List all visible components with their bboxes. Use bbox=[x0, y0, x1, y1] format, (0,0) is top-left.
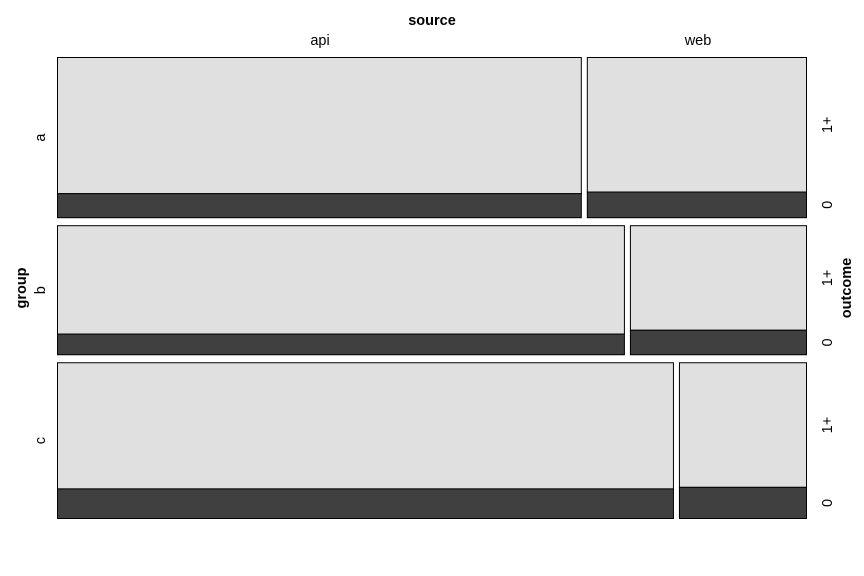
row-label-c: c bbox=[33, 437, 49, 444]
tile-a-web-outcome-0 bbox=[586, 191, 807, 219]
tile-c-api-outcome-1plus bbox=[57, 362, 674, 490]
tile-a-api-outcome-1plus bbox=[57, 57, 582, 195]
tile-b-web-outcome-0 bbox=[629, 329, 807, 356]
tile-b-api-outcome-1plus bbox=[57, 225, 625, 335]
fill-level-label-1plus-a: 1+ bbox=[820, 117, 836, 134]
fill-level-label-0-c: 0 bbox=[820, 499, 836, 507]
tile-c-web-outcome-0 bbox=[678, 486, 808, 520]
row-label-a: a bbox=[33, 133, 49, 142]
fill-level-label-1plus-b: 1+ bbox=[820, 270, 836, 287]
tile-c-web-outcome-1plus bbox=[678, 362, 808, 488]
column-label-api: api bbox=[310, 33, 329, 49]
column-label-web: web bbox=[684, 33, 712, 49]
row-variable-label: group bbox=[14, 267, 30, 308]
fill-level-label-1plus-c: 1+ bbox=[820, 417, 836, 434]
column-variable-label: source bbox=[408, 13, 456, 29]
row-label-b: b bbox=[33, 286, 49, 294]
tile-a-api-outcome-0 bbox=[57, 193, 582, 219]
fill-variable-label: outcome bbox=[839, 258, 855, 318]
tile-b-web-outcome-1plus bbox=[629, 225, 807, 331]
fill-level-label-0-b: 0 bbox=[820, 338, 836, 346]
mosaic-tiles bbox=[57, 57, 808, 520]
tile-b-api-outcome-0 bbox=[57, 333, 625, 356]
tile-a-web-outcome-1plus bbox=[586, 57, 807, 193]
tile-c-api-outcome-0 bbox=[57, 488, 674, 520]
fill-level-label-0-a: 0 bbox=[820, 201, 836, 209]
